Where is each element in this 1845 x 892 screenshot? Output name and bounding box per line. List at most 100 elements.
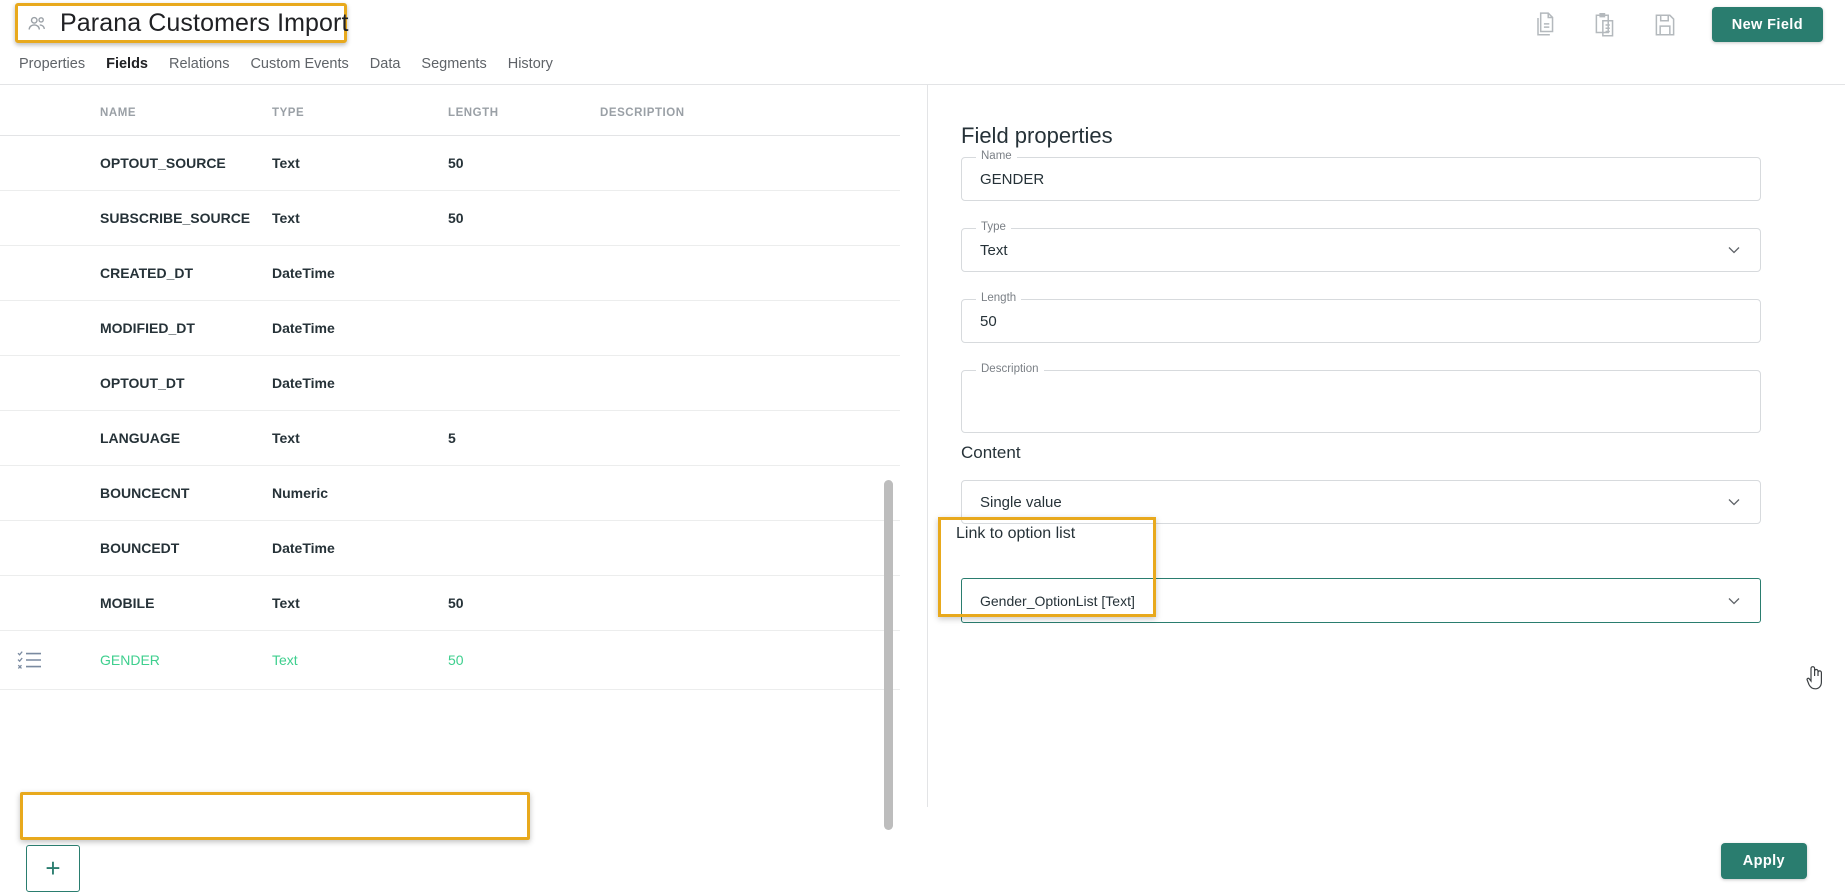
field-description-label: Description bbox=[976, 363, 1044, 375]
row-field-length: 50 bbox=[448, 630, 600, 690]
tab-relations[interactable]: Relations bbox=[169, 56, 230, 72]
table-row[interactable]: MOBILE Text 50 bbox=[0, 575, 900, 631]
save-floppy-icon[interactable] bbox=[1652, 11, 1678, 39]
fields-scrollbar-thumb[interactable] bbox=[884, 480, 893, 830]
tabs-divider bbox=[0, 84, 1845, 85]
row-field-length bbox=[448, 355, 600, 411]
tab-properties[interactable]: Properties bbox=[19, 56, 86, 72]
field-name-input[interactable]: Name GENDER bbox=[961, 150, 1761, 201]
row-icon-placeholder bbox=[0, 245, 100, 301]
copy-icon[interactable] bbox=[1532, 11, 1558, 39]
row-field-length: 50 bbox=[448, 135, 600, 191]
new-field-button[interactable]: New Field bbox=[1711, 7, 1823, 42]
row-field-name: SUBSCRIBE_SOURCE bbox=[100, 190, 272, 246]
row-field-name: LANGUAGE bbox=[100, 410, 272, 466]
page-title-container: Parana Customers Import bbox=[18, 6, 363, 41]
top-header: Parana Customers Import bbox=[0, 0, 1845, 46]
row-field-type: Text bbox=[272, 190, 448, 246]
row-field-description bbox=[600, 190, 900, 246]
row-field-description bbox=[600, 630, 900, 690]
option-list-select[interactable]: Gender_OptionList [Text] bbox=[961, 578, 1761, 623]
table-row[interactable]: LANGUAGE Text 5 bbox=[0, 410, 900, 466]
row-field-description bbox=[600, 300, 900, 356]
row-field-name: OPTOUT_DT bbox=[100, 355, 272, 411]
chevron-down-icon bbox=[1726, 242, 1742, 258]
table-row[interactable]: MODIFIED_DT DateTime bbox=[0, 300, 900, 356]
row-field-name: CREATED_DT bbox=[100, 245, 272, 301]
fields-pane: NAME TYPE LENGTH DESCRIPTION OPTOUT_SOUR… bbox=[0, 85, 927, 892]
tab-history[interactable]: History bbox=[507, 56, 553, 72]
row-field-description bbox=[600, 245, 900, 301]
column-header-name[interactable]: NAME bbox=[100, 85, 272, 136]
field-length-label: Length bbox=[976, 292, 1022, 304]
table-row[interactable]: OPTOUT_DT DateTime bbox=[0, 355, 900, 411]
row-field-length bbox=[448, 465, 600, 521]
row-field-description bbox=[600, 520, 900, 576]
row-field-type: DateTime bbox=[272, 355, 448, 411]
field-type-label: Type bbox=[976, 221, 1011, 233]
header-actions: New Field bbox=[1532, 7, 1823, 42]
row-icon-placeholder bbox=[0, 575, 100, 631]
column-header-length[interactable]: LENGTH bbox=[448, 85, 600, 136]
row-field-name: GENDER bbox=[100, 630, 272, 690]
page-title-highlight bbox=[15, 3, 347, 43]
row-field-length bbox=[448, 300, 600, 356]
table-row[interactable]: BOUNCECNT Numeric bbox=[0, 465, 900, 521]
content-section-heading: Content bbox=[961, 443, 1021, 462]
row-field-type: Text bbox=[272, 575, 448, 631]
field-length-input[interactable]: Length 50 bbox=[961, 292, 1761, 343]
row-icon-placeholder bbox=[0, 465, 100, 521]
row-field-length: 5 bbox=[448, 410, 600, 466]
field-type-select[interactable]: Type Text bbox=[961, 221, 1761, 272]
table-row[interactable]: GENDER Text 50 bbox=[0, 630, 900, 690]
chevron-down-icon bbox=[1726, 494, 1742, 510]
content-mode-value: Single value bbox=[980, 493, 1062, 511]
table-row[interactable]: CREATED_DT DateTime bbox=[0, 245, 900, 301]
add-field-button[interactable]: + bbox=[26, 845, 80, 892]
pane-divider bbox=[927, 84, 928, 807]
content-mode-select[interactable]: Single value bbox=[961, 480, 1761, 524]
row-field-name: OPTOUT_SOURCE bbox=[100, 135, 272, 191]
field-name-value: GENDER bbox=[980, 170, 1045, 188]
field-name-label: Name bbox=[976, 150, 1017, 162]
row-field-type: Text bbox=[272, 135, 448, 191]
row-field-length bbox=[448, 520, 600, 576]
field-properties-heading: Field properties bbox=[961, 123, 1113, 148]
chevron-down-icon bbox=[1726, 593, 1742, 609]
link-to-option-list-label: Link to option list bbox=[956, 525, 1076, 542]
field-description-textarea[interactable]: Description bbox=[961, 363, 1761, 433]
field-description-value bbox=[962, 371, 1760, 432]
column-header-type[interactable]: TYPE bbox=[272, 85, 448, 136]
mouse-cursor-hand-icon bbox=[1804, 663, 1828, 693]
row-field-length: 50 bbox=[448, 190, 600, 246]
selected-row-highlight bbox=[20, 792, 530, 840]
page-title: Parana Customers Import bbox=[60, 9, 349, 37]
row-field-description bbox=[600, 465, 900, 521]
column-header-description[interactable]: DESCRIPTION bbox=[600, 85, 900, 136]
row-icon-placeholder bbox=[0, 520, 100, 576]
tab-data[interactable]: Data bbox=[369, 56, 401, 72]
tab-bar: Properties Fields Relations Custom Event… bbox=[19, 50, 553, 76]
table-row[interactable]: OPTOUT_SOURCE Text 50 bbox=[0, 135, 900, 191]
field-length-value: 50 bbox=[980, 312, 997, 330]
table-row[interactable]: SUBSCRIBE_SOURCE Text 50 bbox=[0, 190, 900, 246]
table-row[interactable]: BOUNCEDT DateTime bbox=[0, 520, 900, 576]
row-field-description bbox=[600, 575, 900, 631]
apply-button[interactable]: Apply bbox=[1720, 843, 1807, 879]
row-field-type: Text bbox=[272, 410, 448, 466]
fields-table-head: NAME TYPE LENGTH DESCRIPTION bbox=[0, 85, 900, 136]
row-field-type: Text bbox=[272, 630, 448, 690]
tab-custom-events[interactable]: Custom Events bbox=[250, 56, 349, 72]
row-field-name: MODIFIED_DT bbox=[100, 300, 272, 356]
tab-segments[interactable]: Segments bbox=[421, 56, 487, 72]
field-properties-pane: Field properties Name GENDER Type Text L… bbox=[928, 85, 1845, 879]
row-icon-placeholder bbox=[0, 410, 100, 466]
tab-fields[interactable]: Fields bbox=[106, 56, 148, 72]
paste-icon[interactable] bbox=[1592, 11, 1618, 39]
row-field-description bbox=[600, 355, 900, 411]
option-list-value: Gender_OptionList [Text] bbox=[980, 592, 1135, 609]
row-field-description bbox=[600, 410, 900, 466]
row-field-description bbox=[600, 135, 900, 191]
row-icon-placeholder bbox=[0, 135, 100, 191]
row-field-type: DateTime bbox=[272, 520, 448, 576]
